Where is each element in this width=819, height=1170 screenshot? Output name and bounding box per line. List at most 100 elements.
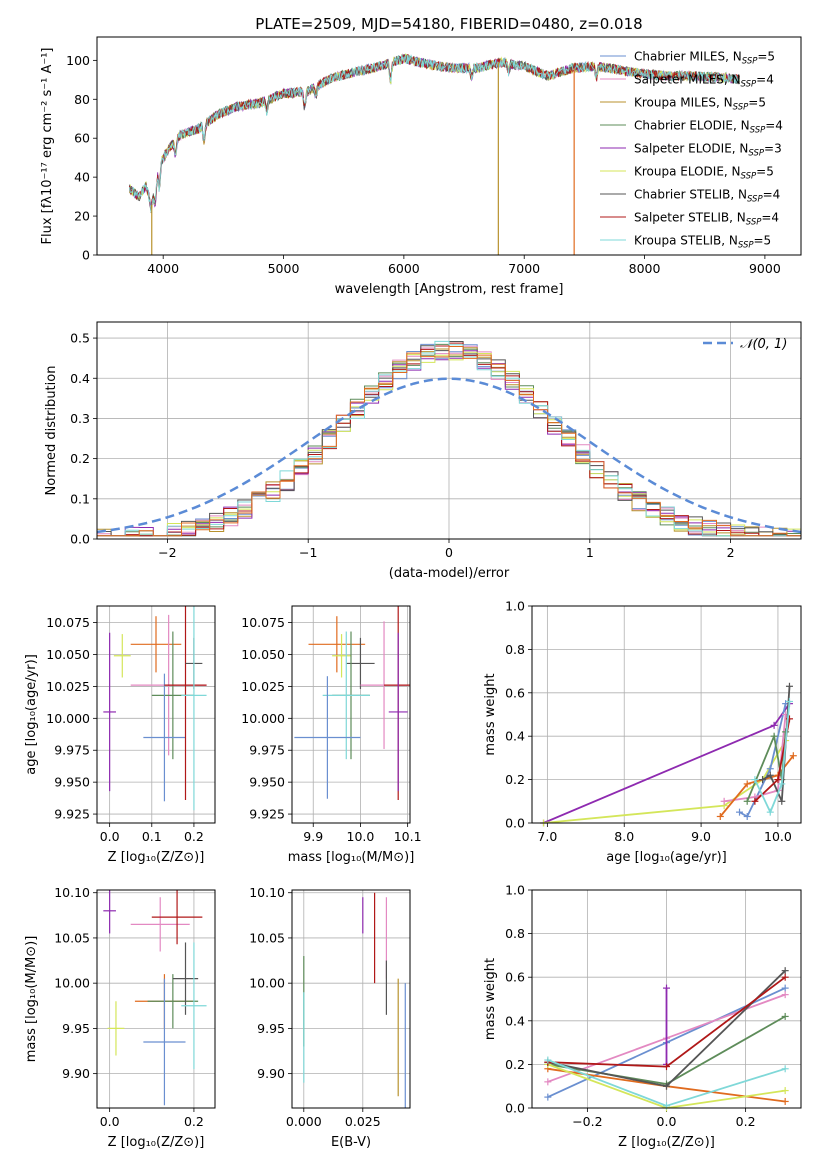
x-tick-label: 4000 (147, 261, 179, 276)
y-tick-label: 1.0 (505, 883, 525, 898)
x-tick-label: −2 (158, 545, 176, 560)
x-axis-label: E(B-V) (331, 1135, 371, 1150)
y-tick-label: 0.2 (70, 451, 90, 466)
weight-series-5 (547, 1063, 786, 1108)
legend-entry: Salpeter MILES, NSSP=4 (634, 73, 774, 90)
y-tick-label: 0.0 (505, 1101, 525, 1116)
y-tick-label: 0.0 (505, 816, 525, 831)
y-tick-label: 0.8 (505, 642, 525, 657)
mass-vs-Z-panel: 0.0 0.2 9.90 9.95 10.00 10.05 10.10 Z [log₁₀(Z/… (24, 885, 216, 1150)
x-tick-label: 0.0 (100, 1114, 120, 1129)
y-tick-label: 0.6 (505, 970, 525, 985)
y-tick-label: 60 (74, 131, 90, 146)
x-tick-label: 10.0 (347, 829, 375, 844)
y-axis-label: mass weight (483, 673, 498, 755)
y-tick-label: 9.95 (257, 1021, 285, 1036)
y-tick-label: 100 (66, 53, 90, 68)
x-tick-label: 1 (586, 545, 594, 560)
y-tick-label: 10.05 (54, 930, 90, 945)
y-tick-label: 0.4 (505, 729, 525, 744)
y-tick-label: 9.925 (54, 807, 90, 822)
y-tick-label: 20 (74, 209, 90, 224)
y-tick-label: 0.1 (70, 491, 90, 506)
plot-frame (96, 605, 216, 824)
y-tick-label: 9.950 (54, 775, 90, 790)
weight-vs-Z-panel: −0.2 0.0 0.2 0.0 0.2 0.4 0.6 0.8 1.0 Z [log₁₀(Z/Z… (483, 883, 802, 1150)
y-tick-label: 10.050 (241, 647, 285, 662)
y-axis-label: mass weight (483, 958, 498, 1040)
age-vs-mass-panel: 9.9 10.0 10.1 9.925 9.950 9.975 10.000 10.025 10… (241, 605, 422, 865)
x-axis-label: Z [log₁₀(Z/Z⊙)] (618, 1135, 715, 1150)
age-vs-Z-panel: 0.0 0.1 0.2 9.925 9.950 9.975 10.000 10.025 10.0… (24, 605, 216, 865)
y-tick-label: 0.3 (70, 411, 90, 426)
y-tick-label: 0.5 (70, 331, 90, 346)
y-tick-label: 9.925 (249, 807, 285, 822)
x-tick-label: 10.0 (764, 829, 792, 844)
y-tick-label: 40 (74, 170, 90, 185)
x-axis-label: wavelength [Angstrom, rest frame] (335, 282, 564, 297)
residuals-panel: −2 −1 0 1 2 0.0 0.1 0.2 0.3 0.4 0.5 (data-model)/er… (44, 321, 802, 581)
y-tick-label: 1.0 (505, 599, 525, 614)
x-tick-label: 8000 (629, 261, 661, 276)
x-axis-label: Z [log₁₀(Z/Z⊙)] (108, 1135, 205, 1150)
y-tick-label: 9.90 (62, 1066, 90, 1081)
legend-entry: Kroupa ELODIE, NSSP=5 (634, 165, 774, 182)
weight-series-8 (754, 701, 791, 815)
legend-entry: 𝒩(0, 1) (740, 337, 787, 352)
spectrum-panel: 4000 5000 6000 7000 8000 9000 0 20 40 60 80 100 wave… (40, 36, 802, 297)
y-tick-label: 9.950 (249, 775, 285, 790)
plot-frame (96, 889, 216, 1109)
x-tick-label: 0.2 (736, 1114, 756, 1129)
y-tick-label: 0.4 (70, 371, 90, 386)
y-tick-label: 0 (82, 248, 90, 263)
x-tick-label: 0.025 (345, 1114, 381, 1129)
x-tick-label: 0.0 (657, 1114, 677, 1129)
legend-entry: Salpeter ELODIE, NSSP=3 (634, 142, 782, 159)
y-tick-label: 10.00 (249, 976, 285, 991)
x-tick-label: 0.2 (184, 829, 204, 844)
y-tick-label: 10.10 (249, 885, 285, 900)
y-tick-label: 0.2 (505, 1057, 525, 1072)
x-tick-label: 9.0 (691, 829, 711, 844)
x-axis-label: mass [log₁₀(M/M⊙)] (288, 850, 415, 865)
y-axis-label: mass [log₁₀(M/M⊙)] (24, 936, 39, 1063)
x-tick-label: 0.0 (100, 829, 120, 844)
y-tick-label: 10.075 (46, 615, 90, 630)
y-tick-label: 10.10 (54, 885, 90, 900)
y-tick-label: 9.975 (54, 743, 90, 758)
y-tick-label: 80 (74, 92, 90, 107)
y-tick-label: 10.05 (249, 930, 285, 945)
y-tick-label: 10.075 (241, 615, 285, 630)
weight-series-3 (723, 714, 787, 803)
y-tick-label: 0.8 (505, 926, 525, 941)
y-tick-label: 9.95 (62, 1021, 90, 1036)
x-tick-label: 0.1 (142, 829, 162, 844)
y-tick-label: 9.975 (249, 743, 285, 758)
y-axis-label: Normed distribution (44, 366, 59, 496)
y-tick-label: 10.025 (46, 679, 90, 694)
y-tick-label: 0.0 (70, 532, 90, 547)
y-tick-label: 0.2 (505, 772, 525, 787)
plot-frame (291, 889, 411, 1109)
legend-entry: Chabrier ELODIE, NSSP=4 (634, 119, 783, 136)
plot-frame (531, 605, 802, 824)
plot-frame (291, 605, 411, 824)
histogram-series-9 (97, 346, 801, 539)
mass-vs-ebv-panel: 0.000 0.025 9.90 9.95 10.00 10.05 10.10 E(B-V) (249, 885, 411, 1150)
weight-series-1 (543, 740, 787, 823)
x-tick-label: 8.0 (614, 829, 634, 844)
x-tick-label: 6000 (388, 261, 420, 276)
y-axis-label: Flux [fλ10⁻¹⁷ erg cm⁻² s⁻¹ A⁻¹] (40, 48, 55, 245)
weight-vs-age-panel: 7.0 8.0 9.0 10.0 0.0 0.2 0.4 0.6 0.8 1.0 age [log₁… (483, 599, 802, 865)
plot-frame (96, 321, 802, 540)
legend-entry: Chabrier MILES, NSSP=5 (634, 50, 775, 67)
plot-frame (531, 889, 802, 1109)
spectrum-series-7 (129, 54, 740, 213)
x-tick-label: 7.0 (537, 829, 557, 844)
y-tick-label: 9.90 (257, 1066, 285, 1081)
y-tick-label: 0.4 (505, 1013, 525, 1028)
x-tick-label: 0.000 (286, 1114, 322, 1129)
x-tick-label: 9.9 (303, 829, 323, 844)
y-tick-label: 10.050 (46, 647, 90, 662)
